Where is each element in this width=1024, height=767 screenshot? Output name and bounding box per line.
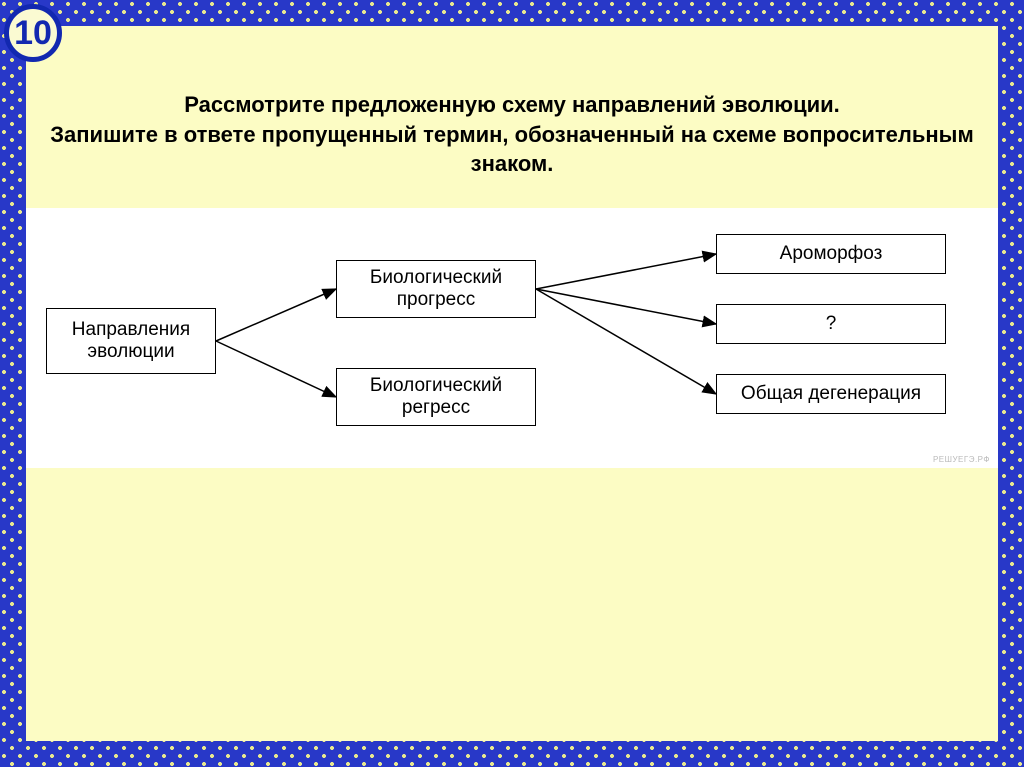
question-number: 10 (14, 14, 52, 53)
watermark: РЕШУЕГЭ.РФ (933, 455, 990, 464)
diagram-node-root: Направленияэволюции (46, 308, 216, 374)
edge-root-regr (216, 341, 336, 397)
prompt-line-1: Рассмотрите предложенную схему направлен… (40, 90, 984, 120)
question-prompt: Рассмотрите предложенную схему направлен… (40, 90, 984, 179)
diagram-node-prog: Биологическийпрогресс (336, 260, 536, 318)
diagram-node-quest: ? (716, 304, 946, 344)
edge-prog-degen (536, 289, 716, 394)
prompt-line-2: Запишите в ответе пропущенный термин, об… (40, 120, 984, 179)
diagram-panel: Направленияэволюции Биологическийпрогресс… (26, 208, 998, 468)
diagram-node-aro: Ароморфоз (716, 234, 946, 274)
edge-root-prog (216, 289, 336, 341)
edge-prog-quest (536, 289, 716, 324)
question-number-badge: 10 (4, 4, 62, 62)
diagram-node-degen: Общая дегенерация (716, 374, 946, 414)
edge-prog-aro (536, 254, 716, 289)
diagram-node-regr: Биологическийрегресс (336, 368, 536, 426)
